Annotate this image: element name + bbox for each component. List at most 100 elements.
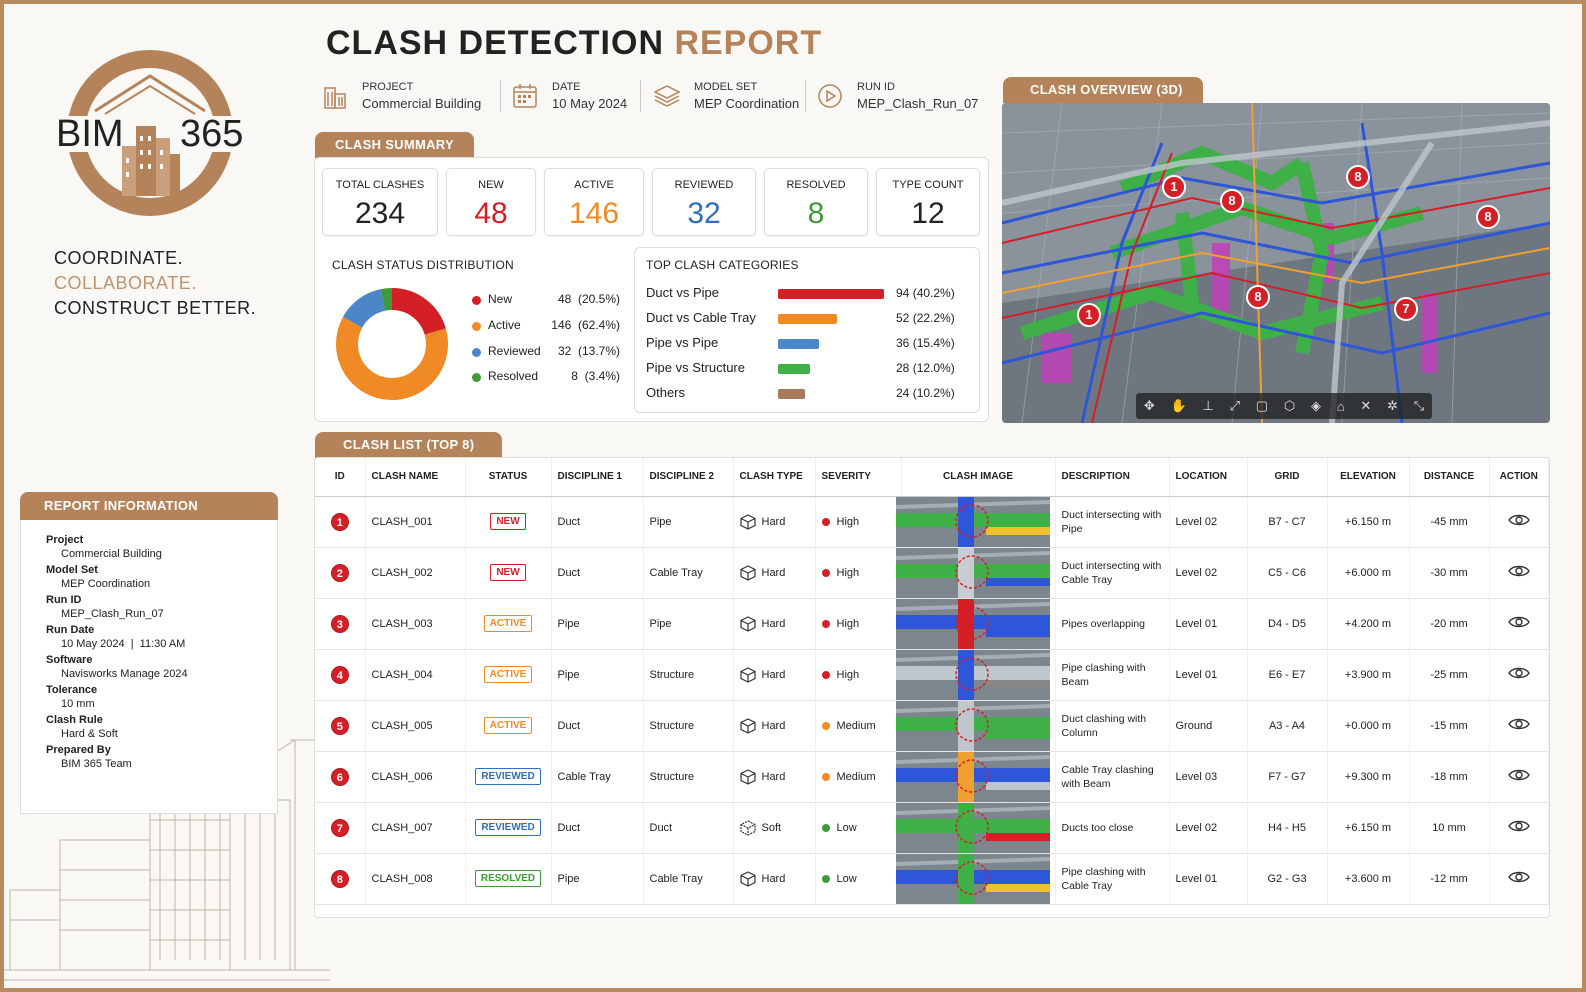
legend-active: Active 146 (62.4%)	[470, 318, 620, 334]
clash-id-badge: 1	[330, 512, 349, 531]
view-eye-icon[interactable]	[1507, 513, 1530, 527]
column-header: CLASH IMAGE	[901, 458, 1056, 497]
table-row[interactable]: 6 CLASH_006 REVIEWED Cable Tray Structure Har…	[315, 751, 1549, 803]
column-header: DISCIPLINE 2	[643, 458, 734, 497]
cell-clash-image[interactable]	[895, 802, 1056, 854]
cell-clash-type: Hard	[733, 700, 816, 752]
cell-elevation: +0.000 m	[1327, 700, 1410, 752]
clash-marker[interactable]: 8	[1346, 165, 1370, 189]
explode-icon[interactable]: ✕	[1360, 398, 1372, 413]
meta-label: DATE	[552, 81, 581, 93]
section-box-icon[interactable]: ▢	[1255, 398, 1269, 413]
cell-grid: H4 - H5	[1247, 802, 1328, 854]
table-row[interactable]: 3 CLASH_003 ACTIVE Pipe Pipe Hard High Pipes ov…	[315, 598, 1549, 650]
home-view-icon[interactable]: ⌂	[1336, 398, 1345, 414]
cell-grid: C5 - C6	[1247, 547, 1328, 599]
cell-elevation: +6.150 m	[1327, 802, 1410, 854]
table-row[interactable]: 2 CLASH_002 NEW Duct Cable Tray Hard High Duct …	[315, 547, 1549, 599]
view-eye-icon[interactable]	[1507, 717, 1530, 731]
clash-thumbnail[interactable]	[895, 598, 1050, 649]
cell-distance: 10 mm	[1409, 802, 1490, 854]
cell-clash-name: CLASH_001	[365, 496, 466, 548]
clash-type-label: Hard	[761, 872, 786, 885]
cube-view-icon[interactable]: ⬡	[1283, 398, 1296, 413]
cell-id: 5	[315, 700, 366, 752]
clash-marker[interactable]: 1	[1162, 175, 1186, 199]
cell-discipline-1: Cable Tray	[551, 751, 644, 803]
legend-dot	[472, 296, 481, 305]
cell-action	[1489, 598, 1549, 650]
cell-clash-image[interactable]	[895, 547, 1056, 599]
tagline-line-2: COLLABORATE.	[54, 273, 197, 293]
view-eye-icon[interactable]	[1507, 870, 1530, 884]
cell-clash-image[interactable]	[895, 496, 1056, 548]
cell-status: RESOLVED	[465, 853, 552, 905]
cell-description: Ducts too close	[1055, 802, 1170, 854]
clash-overview-tab: CLASH OVERVIEW (3D)	[1003, 77, 1203, 103]
cell-clash-type: Hard	[733, 751, 816, 803]
clash-marker[interactable]: 1	[1077, 303, 1101, 327]
table-row[interactable]: 4 CLASH_004 ACTIVE Pipe Structure Hard High Pip…	[315, 649, 1549, 701]
table-row[interactable]: 5 CLASH_005 ACTIVE Duct Structure Hard Medium D…	[315, 700, 1549, 752]
severity-label: High	[836, 515, 860, 528]
view-eye-icon[interactable]	[1507, 768, 1530, 782]
layers-toggle-icon[interactable]: ◈	[1310, 398, 1321, 413]
view-eye-icon[interactable]	[1507, 666, 1530, 680]
hard-clash-icon	[739, 717, 756, 734]
severity-dot	[821, 772, 830, 781]
cell-clash-image[interactable]	[895, 751, 1056, 803]
cell-clash-image[interactable]	[895, 649, 1056, 701]
clash-thumbnail[interactable]	[895, 802, 1050, 853]
cell-status: ACTIVE	[465, 700, 552, 752]
cell-clash-image[interactable]	[895, 700, 1056, 752]
clash-thumbnail[interactable]	[895, 547, 1050, 598]
clash-marker[interactable]: 8	[1220, 189, 1244, 213]
table-row[interactable]: 1 CLASH_001 NEW Duct Pipe Hard High Duct inters…	[315, 496, 1549, 548]
view-eye-icon[interactable]	[1507, 564, 1530, 578]
cell-clash-image[interactable]	[895, 853, 1056, 905]
cell-severity: Medium	[815, 700, 902, 752]
info-label: Run ID	[46, 594, 82, 606]
clash-marker[interactable]: 7	[1394, 297, 1418, 321]
view-eye-icon[interactable]	[1507, 615, 1530, 629]
clash-list-tab: CLASH LIST (TOP 8)	[315, 432, 503, 458]
cell-discipline-2: Pipe	[643, 598, 734, 650]
donut-slice-resolved	[336, 288, 448, 400]
clash-marker[interactable]: 8	[1246, 285, 1270, 309]
clash-overview-3d-viewport[interactable]: 1 8 8 8 8 1 7 ✥ ✋ ⊥ ⤢ ▢ ⬡ ◈ ⌂ ✕ ✲ ⤡	[1002, 103, 1550, 423]
tagline-line-3: CONSTRUCT BETTER.	[54, 298, 257, 318]
status-badge: REVIEWED	[475, 819, 541, 836]
status-badge: ACTIVE	[483, 615, 533, 632]
clash-thumbnail[interactable]	[895, 751, 1050, 802]
table-row[interactable]: 8 CLASH_008 RESOLVED Pipe Cable Tray Hard Low P…	[315, 853, 1549, 905]
title-part-2: REPORT	[674, 24, 823, 62]
category-value: 94 (40.2%)	[896, 286, 955, 300]
cell-description: Pipes overlapping	[1055, 598, 1170, 650]
clash-thumbnail[interactable]	[895, 649, 1050, 700]
view-eye-icon[interactable]	[1507, 819, 1530, 833]
pan-hand-icon[interactable]: ✋	[1170, 398, 1187, 413]
clash-thumbnail[interactable]	[895, 700, 1050, 751]
clash-thumbnail[interactable]	[895, 496, 1050, 547]
clash-summary-tab: CLASH SUMMARY	[315, 132, 474, 158]
category-name: Others	[646, 385, 686, 400]
clash-marker[interactable]: 8	[1476, 205, 1500, 229]
cell-id: 7	[315, 802, 366, 854]
fullscreen-icon[interactable]: ⤡	[1413, 398, 1425, 413]
axis-icon[interactable]: ⊥	[1202, 398, 1214, 413]
column-header: LOCATION	[1169, 458, 1248, 497]
measure-icon[interactable]: ⤢	[1229, 398, 1240, 413]
table-row[interactable]: 7 CLASH_007 REVIEWED Duct Duct Soft Low Ducts t…	[315, 802, 1549, 854]
severity-dot	[821, 874, 830, 883]
calendar-icon	[510, 81, 540, 111]
column-header: SEVERITY	[815, 458, 902, 497]
orbit-icon[interactable]: ✥	[1143, 398, 1155, 413]
clash-thumbnail[interactable]	[895, 853, 1050, 904]
settings-icon[interactable]: ✲	[1387, 398, 1398, 413]
clash-id-badge: 2	[330, 563, 349, 582]
clash-id-badge: 6	[330, 767, 349, 786]
status-badge: REVIEWED	[475, 768, 541, 785]
clash-id-badge: 8	[330, 869, 349, 888]
cell-clash-image[interactable]	[895, 598, 1056, 650]
kpi-value: 8	[807, 197, 825, 230]
